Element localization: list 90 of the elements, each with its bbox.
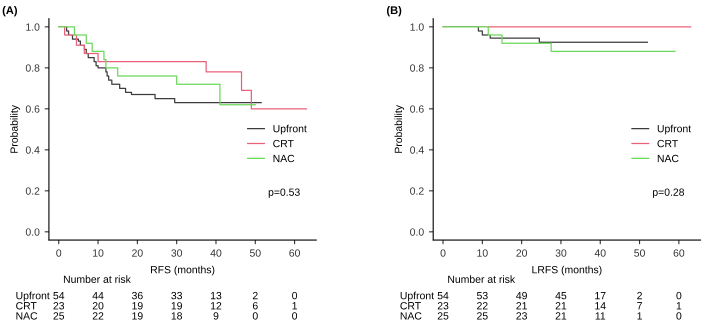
y-axis-title: Probability (394, 105, 404, 153)
text: 19 (132, 312, 143, 320)
x-tick-label: 10 (93, 249, 104, 257)
text: Number at risk (448, 275, 516, 283)
text: Upfront (16, 292, 50, 302)
x-tick-label: 10 (477, 249, 488, 257)
text: CRT (400, 302, 421, 310)
text: 7 (637, 302, 642, 310)
text: 25 (438, 312, 448, 320)
legend-label: CRT (657, 140, 678, 148)
text: 20 (92, 302, 104, 310)
x-tick-label: 20 (132, 249, 143, 257)
y-tick-label: 1.0 (26, 23, 40, 31)
text: 13 (210, 292, 222, 300)
y-axis-title: Probability (10, 105, 20, 153)
x-tick-label: 60 (289, 249, 300, 257)
text: 54 (438, 292, 449, 300)
text: 6 (252, 302, 258, 310)
x-tick-label: 60 (674, 249, 684, 257)
y-tick-label: 0.6 (410, 105, 424, 113)
legend-label: NAC (274, 154, 294, 162)
legend-label: NAC (658, 154, 679, 162)
text: 22 (92, 312, 104, 320)
text: 12 (210, 302, 222, 310)
chart-title: (A) (2, 6, 17, 16)
text: 9 (214, 312, 218, 320)
legend-label: Upfront (273, 124, 307, 134)
text: 2 (637, 292, 642, 300)
text: 33 (171, 292, 182, 300)
y-tick-label: 0.0 (26, 228, 40, 236)
text: 54 (53, 292, 64, 300)
x-tick-label: 50 (250, 249, 261, 257)
x-tick-label: 20 (516, 249, 528, 257)
text: 21 (516, 302, 527, 310)
text: 11 (596, 312, 606, 320)
text: 22 (477, 302, 488, 310)
y-tick-label: 0.2 (410, 187, 424, 195)
text: 44 (92, 292, 104, 300)
x-tick-label: 0 (56, 249, 62, 257)
y-tick-label: 0.2 (26, 187, 40, 195)
text: 21 (556, 302, 566, 310)
text: 36 (132, 292, 143, 300)
x-axis-title: LRFS (months) (532, 266, 602, 276)
x-tick-label: 0 (440, 249, 446, 257)
text: 23 (438, 302, 448, 310)
text: Number at risk (64, 275, 131, 283)
legend-label: Upfront (658, 124, 692, 134)
text: 1 (637, 312, 642, 320)
legend-label: CRT (273, 140, 294, 148)
text: 23 (53, 302, 64, 310)
y-tick-label: 0.4 (26, 146, 40, 154)
text: 1 (292, 302, 297, 310)
text: 25 (477, 312, 488, 320)
text: 18 (172, 312, 182, 320)
y-tick-label: 0.4 (410, 146, 424, 154)
x-tick-label: 30 (171, 249, 182, 257)
text: NAC (400, 312, 422, 320)
x-tick-label: 50 (634, 249, 645, 257)
annotation: p=0.53 (268, 188, 300, 198)
y-tick-label: 0.0 (410, 228, 424, 236)
text: 14 (595, 302, 606, 310)
text: 0 (676, 312, 682, 320)
text: 19 (172, 302, 182, 310)
text: 23 (516, 312, 527, 320)
x-tick-label: 40 (210, 249, 222, 257)
x-tick-label: 40 (594, 249, 606, 257)
text: 19 (132, 302, 143, 310)
text: 25 (53, 312, 64, 320)
y-tick-label: 0.8 (410, 64, 424, 72)
text: CRT (16, 302, 37, 310)
text: 2 (252, 292, 258, 300)
text: NAC (16, 312, 38, 320)
y-tick-label: 0.6 (26, 105, 40, 113)
x-axis-title: RFS (months) (151, 266, 214, 276)
y-tick-label: 1.0 (410, 23, 424, 31)
text: 45 (555, 292, 566, 300)
text: 53 (476, 292, 488, 300)
text: Upfront (400, 292, 434, 302)
text: 0 (292, 292, 298, 300)
x-tick-label: 30 (556, 249, 566, 257)
text: 21 (556, 312, 566, 320)
chart-title: (B) (386, 6, 402, 16)
annotation: p=0.28 (653, 188, 684, 198)
text: 0 (676, 292, 682, 300)
text: 0 (292, 312, 298, 320)
text: 0 (252, 312, 258, 320)
text: 1 (676, 302, 682, 310)
y-tick-label: 0.8 (26, 64, 40, 72)
text: 17 (595, 292, 606, 300)
text: 49 (516, 292, 527, 300)
